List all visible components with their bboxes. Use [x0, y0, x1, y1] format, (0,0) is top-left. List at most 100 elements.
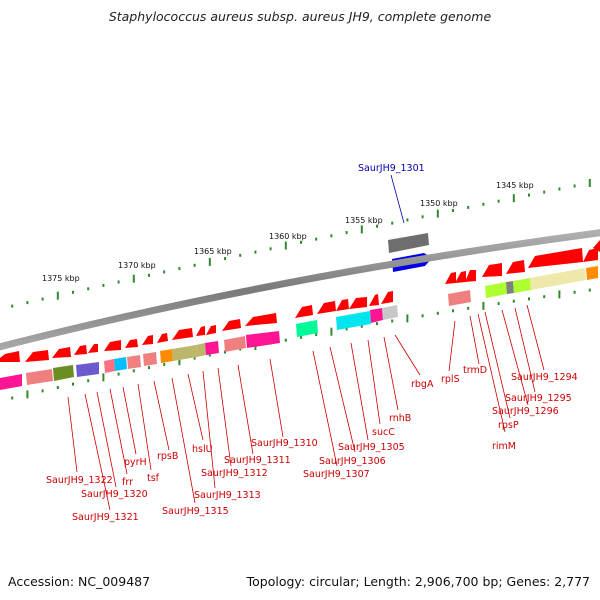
scale-label-1365: 1365 kbp	[194, 247, 232, 256]
gene-label-saurjh9-1310[interactable]: SaurJH9_1310	[251, 438, 318, 449]
gene-labels: SaurJH9_1301 SaurJH9_1294 SaurJH9_1295 S…	[46, 163, 578, 523]
gene-label-rimm[interactable]: rimM	[492, 441, 516, 452]
ruler-minor-tick	[345, 327, 348, 331]
ruler-minor-tick	[72, 382, 74, 386]
ruler-major-tick	[178, 357, 181, 366]
gene-label-saurjh9-1322[interactable]: SaurJH9_1322	[46, 475, 113, 486]
gene-label-rpsb[interactable]: rpsB	[157, 451, 178, 462]
ruler-minor-tick	[558, 187, 561, 191]
leader-lines	[67, 174, 545, 511]
gene-label-saurjh9-1301[interactable]: SaurJH9_1301	[358, 163, 425, 174]
ruler-minor-tick	[406, 218, 409, 222]
gene-label-saurjh9-1312[interactable]: SaurJH9_1312	[201, 468, 268, 479]
ruler-minor-tick	[588, 288, 591, 292]
ruler-minor-tick	[11, 304, 14, 308]
gene-label-trmd[interactable]: trmD	[463, 365, 487, 376]
ruler-minor-tick	[193, 356, 196, 360]
ruler-minor-tick	[573, 290, 576, 294]
ruler-minor-tick	[254, 250, 257, 254]
scale-label-1345: 1345 kbp	[496, 181, 534, 190]
ruler-minor-tick	[87, 379, 90, 383]
ruler-minor-tick	[421, 314, 424, 318]
ruler-minor-tick	[452, 309, 454, 313]
ruler-minor-tick	[360, 324, 363, 328]
gene-label-tsf[interactable]: tsf	[147, 473, 160, 484]
ruler-minor-tick	[467, 205, 470, 209]
gene-label-saurjh9-1315[interactable]: SaurJH9_1315	[162, 506, 229, 517]
ruler-major-tick	[56, 291, 59, 300]
gene-label-saurjh9-1311[interactable]: SaurJH9_1311	[224, 455, 291, 466]
gene-label-hslu[interactable]: hslU	[192, 444, 213, 455]
cog-color-bars	[0, 266, 598, 390]
ruler-minor-tick	[436, 311, 439, 315]
ruler-major-tick	[588, 179, 591, 187]
ruler-major-tick	[26, 390, 29, 399]
scale-label-1375: 1375 kbp	[42, 274, 80, 283]
scale-label-1360: 1360 kbp	[269, 232, 307, 241]
ruler-minor-tick	[239, 253, 242, 257]
ruler-minor-tick	[56, 386, 59, 389]
ruler-minor-tick	[467, 306, 470, 310]
scale-label-1350: 1350 kbp	[420, 199, 458, 208]
gene-label-saurjh9-1307[interactable]: SaurJH9_1307	[303, 469, 370, 480]
gene-label-saurjh9-1295[interactable]: SaurJH9_1295	[505, 393, 572, 404]
ruler-minor-tick	[497, 199, 500, 203]
ruler-major-tick	[482, 301, 485, 310]
ruler-major-tick	[132, 274, 135, 283]
accession-text: Accession: NC_009487	[8, 574, 151, 589]
ruler-minor-tick	[208, 353, 211, 357]
ruler-minor-tick	[512, 299, 515, 303]
map-title: Staphylococcus aureus subsp. aureus JH9,…	[108, 9, 492, 24]
ruler-minor-tick	[315, 333, 318, 336]
forward-strand-genes	[445, 240, 600, 284]
ruler-minor-tick	[345, 231, 348, 235]
ruler-minor-tick	[193, 263, 196, 267]
gene-label-saurjh9-1306[interactable]: SaurJH9_1306	[319, 456, 386, 467]
ruler-minor-tick	[315, 237, 318, 241]
upper-scale-ruler	[11, 179, 591, 308]
ruler-minor-tick	[421, 215, 424, 219]
ruler-minor-tick	[528, 297, 530, 301]
ruler-minor-tick	[573, 184, 576, 188]
gene-label-succ[interactable]: sucC	[372, 427, 395, 438]
ruler-minor-tick	[117, 280, 120, 284]
ruler-major-tick	[208, 257, 211, 266]
gene-label-rnhb[interactable]: rnhB	[389, 413, 411, 424]
gene-label-saurjh9-1294[interactable]: SaurJH9_1294	[511, 372, 578, 383]
genome-backbone	[0, 229, 600, 351]
ruler-minor-tick	[11, 396, 14, 400]
gene-label-rpls[interactable]: rplS	[441, 374, 460, 385]
ruler-minor-tick	[148, 366, 150, 370]
ruler-major-tick	[558, 290, 561, 299]
gene-label-saurjh9-1320[interactable]: SaurJH9_1320	[81, 489, 148, 500]
ruler-major-tick	[102, 373, 105, 382]
ruler-major-tick	[284, 241, 287, 250]
gene-label-rbga[interactable]: rbgA	[411, 379, 434, 390]
gene-label-saurjh9-1321[interactable]: SaurJH9_1321	[72, 512, 139, 523]
scale-label-1355: 1355 kbp	[345, 216, 383, 225]
gene-label-saurjh9-1296[interactable]: SaurJH9_1296	[492, 406, 559, 417]
ruler-major-tick	[436, 209, 439, 218]
scale-label-1370: 1370 kbp	[118, 261, 156, 270]
ruler-minor-tick	[300, 335, 302, 339]
ruler-minor-tick	[163, 270, 166, 274]
gene-label-frr[interactable]: frr	[122, 477, 133, 488]
ruler-minor-tick	[376, 322, 378, 326]
ruler-major-tick	[406, 314, 409, 323]
ruler-minor-tick	[482, 202, 485, 206]
gene-label-saurjh9-1305[interactable]: SaurJH9_1305	[338, 442, 405, 453]
ruler-minor-tick	[72, 290, 74, 294]
ruler-minor-tick	[163, 362, 166, 366]
ruler-minor-tick	[543, 295, 546, 299]
ruler-minor-tick	[376, 224, 378, 228]
ruler-minor-tick	[330, 234, 333, 238]
ruler-minor-tick	[102, 283, 105, 287]
gene-label-pyrh[interactable]: pyrH	[124, 457, 147, 468]
ruler-minor-tick	[26, 301, 29, 305]
gene-label-saurjh9-1313[interactable]: SaurJH9_1313	[194, 490, 261, 501]
ruler-minor-tick	[391, 221, 394, 225]
ruler-minor-tick	[41, 389, 44, 393]
ruler-minor-tick	[543, 190, 546, 194]
ruler-minor-tick	[132, 369, 135, 373]
gene-label-rpsp[interactable]: rpsP	[498, 420, 519, 431]
